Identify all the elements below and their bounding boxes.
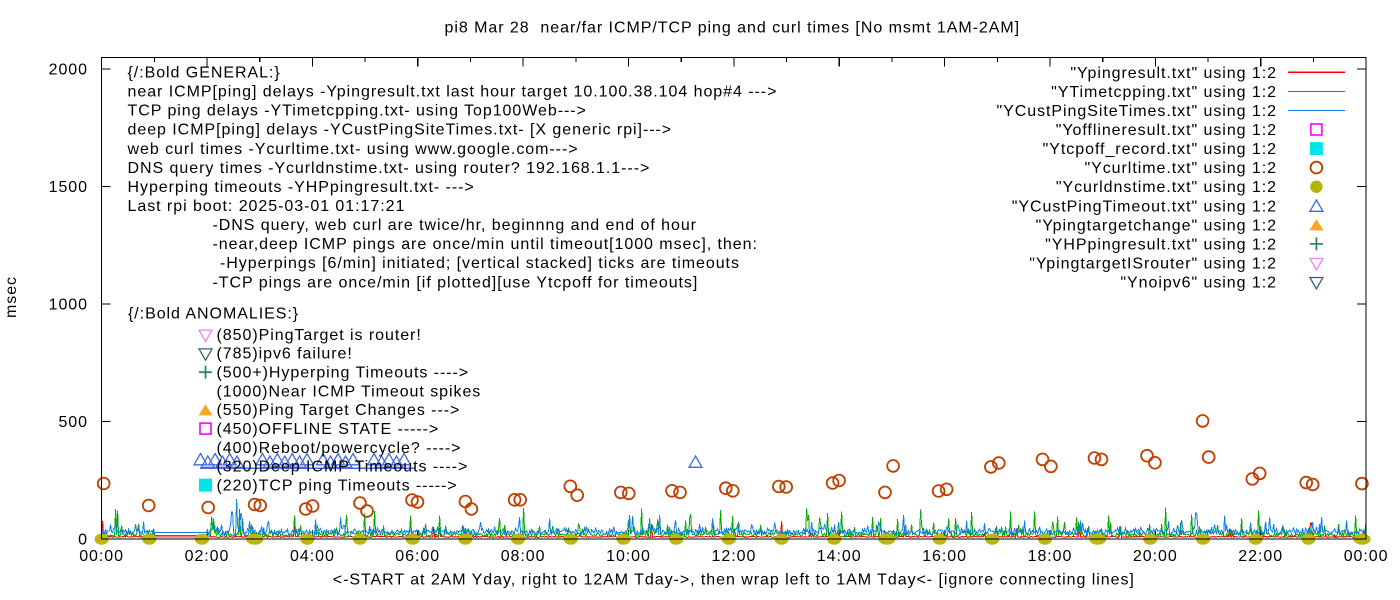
- svg-text:(450)OFFLINE STATE ----->: (450)OFFLINE STATE ----->: [217, 421, 440, 438]
- svg-text:"Ytcpoff_record.txt" using 1:2: "Ytcpoff_record.txt" using 1:2: [1043, 141, 1277, 158]
- svg-text:(1000)Near ICMP Timeout spikes: (1000)Near ICMP Timeout spikes: [217, 383, 482, 400]
- svg-text:500: 500: [58, 414, 88, 431]
- svg-text:<-START at 2AM Yday, right to: <-START at 2AM Yday, right to 12AM Tday-…: [333, 572, 1135, 589]
- svg-text:(400)Reboot/powercycle? ---->: (400)Reboot/powercycle? ---->: [217, 440, 462, 457]
- svg-text:"Yofflineresult.txt" using 1:2: "Yofflineresult.txt" using 1:2: [1056, 122, 1277, 139]
- svg-text:(550)Ping Target Changes --->: (550)Ping Target Changes --->: [217, 402, 461, 419]
- svg-text:"Ycurldnstime.txt" using 1:2: "Ycurldnstime.txt" using 1:2: [1056, 179, 1277, 196]
- svg-text:"Ynoipv6" using 1:2: "Ynoipv6" using 1:2: [1120, 275, 1277, 292]
- svg-text:-TCP pings are once/min [if pl: -TCP pings are once/min [if plotted][use…: [213, 274, 699, 291]
- svg-text:1000: 1000: [49, 296, 88, 313]
- svg-text:20:00: 20:00: [1133, 548, 1178, 565]
- svg-text:16:00: 16:00: [922, 548, 967, 565]
- svg-text:-DNS query, web curl are twice: -DNS query, web curl are twice/hr, begin…: [213, 217, 697, 234]
- svg-text:{/:Bold ANOMALIES:}: {/:Bold ANOMALIES:}: [128, 305, 299, 322]
- svg-text:msec: msec: [3, 276, 20, 318]
- svg-text:14:00: 14:00: [817, 548, 862, 565]
- svg-text:02:00: 02:00: [185, 548, 230, 565]
- svg-text:-near,deep ICMP pings are once: -near,deep ICMP pings are once/min until…: [213, 236, 758, 253]
- svg-text:DNS query times -Ycurldnstime.: DNS query times -Ycurldnstime.txt- using…: [128, 160, 651, 177]
- svg-text:22:00: 22:00: [1238, 548, 1283, 565]
- svg-text:(320)Deep ICMP Timeouts ---->: (320)Deep ICMP Timeouts ---->: [217, 459, 469, 476]
- svg-text:deep ICMP[ping] delays -YCustP: deep ICMP[ping] delays -YCustPingSiteTim…: [128, 122, 673, 139]
- svg-text:TCP ping delays -YTimetcpping.: TCP ping delays -YTimetcpping.txt- using…: [128, 103, 587, 120]
- svg-text:"Ycurltime.txt" using 1:2: "Ycurltime.txt" using 1:2: [1084, 160, 1277, 177]
- svg-text:18:00: 18:00: [1028, 548, 1073, 565]
- svg-text:pi8 Mar 28 near/far ICMP/TCP: pi8 Mar 28 near/far ICMP/TCP ping and cu…: [445, 19, 1021, 36]
- svg-text:Hyperping timeouts -YHPpingres: Hyperping timeouts -YHPpingresult.txt- -…: [128, 179, 475, 196]
- svg-text:0: 0: [78, 531, 88, 548]
- svg-text:Last rpi boot: 2025-03-01 01:1: Last rpi boot: 2025-03-01 01:17:21: [128, 198, 406, 215]
- svg-text:"YHPpingresult.txt" using 1:2: "YHPpingresult.txt" using 1:2: [1045, 236, 1277, 253]
- svg-text:"YTimetcpping.txt" using 1:2: "YTimetcpping.txt" using 1:2: [1051, 84, 1277, 101]
- svg-text:06:00: 06:00: [395, 548, 440, 565]
- svg-text:12:00: 12:00: [712, 548, 757, 565]
- svg-text:(785)ipv6 failure!: (785)ipv6 failure!: [217, 346, 353, 363]
- svg-text:10:00: 10:00: [606, 548, 651, 565]
- svg-text:-Hyperpings [6/min] initiated;: -Hyperpings [6/min] initiated; [vertical…: [220, 255, 740, 272]
- svg-text:(500+)Hyperping Timeouts ---->: (500+)Hyperping Timeouts ---->: [217, 365, 470, 382]
- svg-text:"Ypingresult.txt" using 1:2: "Ypingresult.txt" using 1:2: [1070, 65, 1277, 82]
- svg-text:(220)TCP ping Timeouts ----->: (220)TCP ping Timeouts ----->: [217, 477, 458, 494]
- svg-text:{/:Bold GENERAL:}: {/:Bold GENERAL:}: [128, 65, 281, 82]
- svg-text:00:00: 00:00: [79, 548, 124, 565]
- svg-text:"Ypingtargetchange" using 1:2: "Ypingtargetchange" using 1:2: [1036, 217, 1277, 234]
- svg-text:2000: 2000: [49, 62, 88, 79]
- svg-text:(850)PingTarget is router!: (850)PingTarget is router!: [217, 327, 422, 344]
- svg-text:near ICMP[ping] delays -Ypingr: near ICMP[ping] delays -Ypingresult.txt …: [128, 84, 778, 101]
- svg-text:web curl times -Ycurltime.txt-: web curl times -Ycurltime.txt- using www…: [127, 141, 579, 158]
- svg-text:"YCustPingTimeout.txt" using 1: "YCustPingTimeout.txt" using 1:2: [1012, 198, 1277, 215]
- svg-text:00:00: 00:00: [1344, 548, 1389, 565]
- svg-text:04:00: 04:00: [290, 548, 335, 565]
- svg-text:"YCustPingSiteTimes.txt" using: "YCustPingSiteTimes.txt" using 1:2: [996, 103, 1277, 120]
- svg-text:08:00: 08:00: [501, 548, 546, 565]
- svg-text:1500: 1500: [49, 179, 88, 196]
- svg-text:"YpingtargetISrouter" using 1:: "YpingtargetISrouter" using 1:2: [1029, 256, 1277, 273]
